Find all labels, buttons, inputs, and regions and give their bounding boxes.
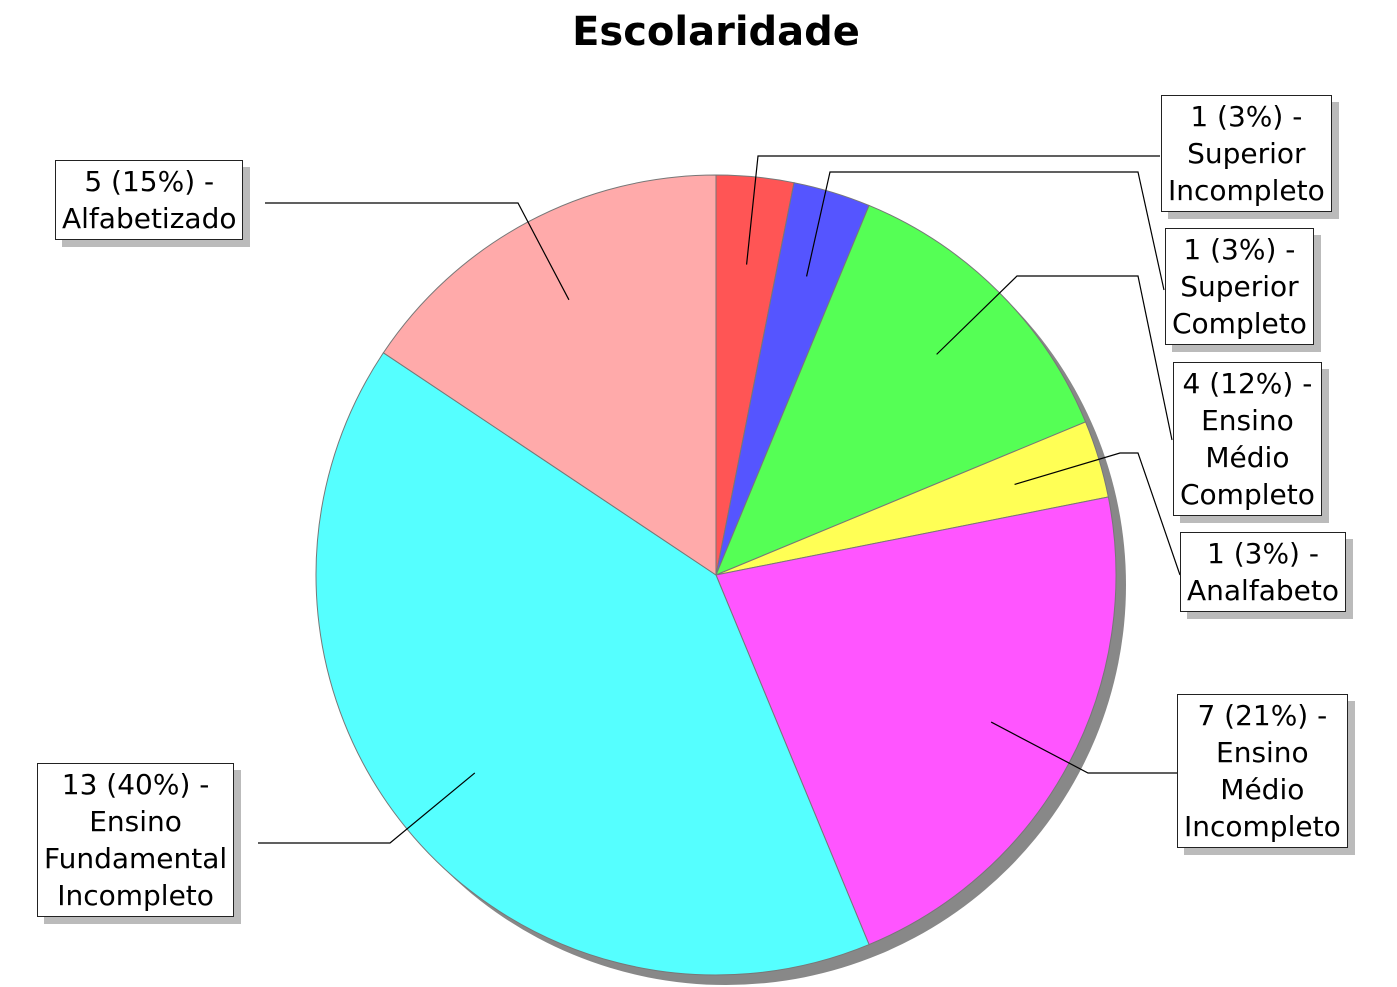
leader-line bbox=[805, 171, 1165, 291]
slice-label: 1 (3%) - Analfabeto bbox=[1180, 532, 1346, 612]
slice-label: 7 (21%) - Ensino Médio Incompleto bbox=[1177, 694, 1348, 848]
slice-label: 1 (3%) - Superior Incompleto bbox=[1161, 95, 1332, 212]
value-label: 1 (3%) - bbox=[1190, 100, 1303, 133]
pie-slice bbox=[715, 204, 1087, 576]
slice-label: 5 (15%) - Alfabetizado bbox=[55, 160, 244, 240]
chart-title: Escolaridade bbox=[572, 9, 860, 55]
slice-label: 1 (3%) - Superior Completo bbox=[1165, 228, 1314, 345]
leader-line bbox=[936, 275, 1173, 441]
leader-line bbox=[1014, 452, 1181, 576]
leader-line bbox=[265, 202, 570, 301]
slice-label: 13 (40%) - Ensino Fundamental Incompleto bbox=[37, 763, 235, 917]
value-label: 4 (12%) - bbox=[1182, 367, 1313, 400]
category-label: Superior Completo bbox=[1172, 270, 1307, 340]
category-label: Analfabeto bbox=[1187, 574, 1339, 607]
leader-line bbox=[258, 772, 476, 844]
value-label: 1 (3%) - bbox=[1206, 537, 1319, 570]
category-label: Ensino Fundamental Incompleto bbox=[44, 805, 228, 912]
slice-label: 4 (12%) - Ensino Médio Completo bbox=[1173, 362, 1322, 516]
category-label: Alfabetizado bbox=[62, 202, 237, 235]
value-label: 5 (15%) - bbox=[84, 165, 215, 198]
value-label: 1 (3%) - bbox=[1183, 233, 1296, 266]
category-label: Ensino Médio Completo bbox=[1180, 404, 1315, 511]
leader-line bbox=[745, 155, 1160, 265]
value-label: 7 (21%) - bbox=[1197, 699, 1328, 732]
value-label: 13 (40%) - bbox=[61, 768, 210, 801]
category-label: Ensino Médio Incompleto bbox=[1184, 736, 1341, 843]
leader-line bbox=[990, 721, 1177, 774]
category-label: Superior Incompleto bbox=[1168, 137, 1325, 207]
